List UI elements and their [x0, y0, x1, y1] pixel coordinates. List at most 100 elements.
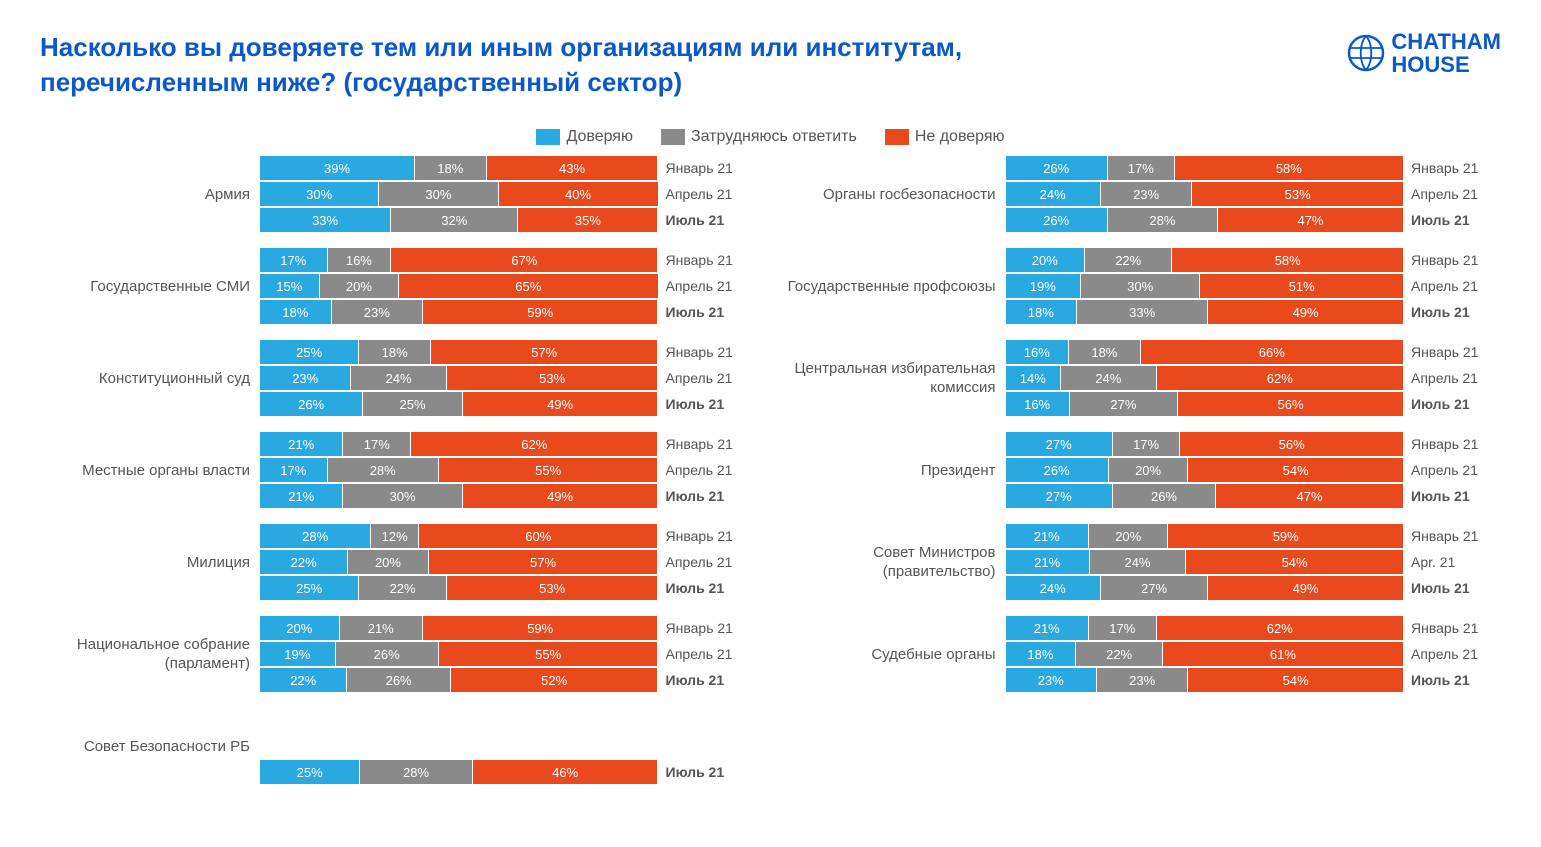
- bar-segment-unsure: 17%: [343, 432, 411, 456]
- bar-row: 24%23%53%Апрель 21: [1006, 182, 1502, 206]
- bars-block: 21%17%62%Январь 2118%22%61%Апрель 2123%2…: [1006, 616, 1502, 694]
- legend-unsure-label: Затрудняюсь ответить: [691, 128, 857, 146]
- period-label: Июль 21: [1403, 212, 1501, 228]
- bar-row: 39%18%43%Январь 21: [260, 156, 756, 180]
- group-label: Конституционный суд: [40, 370, 260, 389]
- bar-segment-distrust: 59%: [423, 300, 658, 324]
- bars-block: 26%17%58%Январь 2124%23%53%Апрель 2126%2…: [1006, 156, 1502, 234]
- bar-segment-distrust: 52%: [451, 668, 658, 692]
- bar-stack: [260, 708, 658, 732]
- globe-icon: [1347, 34, 1385, 72]
- bar-segment-unsure: 24%: [351, 366, 446, 390]
- bar-segment-trust: 17%: [260, 248, 328, 272]
- bar-stack: 16%18%66%: [1006, 340, 1404, 364]
- period-label: Январь 21: [1403, 252, 1501, 268]
- period-label: Апрель 21: [658, 278, 756, 294]
- bar-segment-unsure: 26%: [347, 668, 450, 692]
- bar-row: 26%17%58%Январь 21: [1006, 156, 1502, 180]
- period-label: Январь 21: [658, 344, 756, 360]
- bar-segment-trust: 19%: [1006, 274, 1082, 298]
- chatham-house-logo: CHATHAM HOUSE: [1347, 30, 1501, 76]
- bar-stack: 27%26%47%: [1006, 484, 1404, 508]
- bar-row: 21%17%62%Январь 21: [260, 432, 756, 456]
- bar-segment-distrust: 67%: [391, 248, 657, 272]
- bar-stack: 17%28%55%: [260, 458, 658, 482]
- bar-segment-distrust: 57%: [431, 340, 658, 364]
- bar-segment-trust: 24%: [1006, 182, 1101, 206]
- bar-row: 23%23%54%Июль 21: [1006, 668, 1502, 692]
- chart-columns: Армия39%18%43%Январь 2130%30%40%Апрель 2…: [40, 156, 1501, 800]
- bar-segment-unsure: 26%: [1113, 484, 1216, 508]
- bar-row: 23%24%53%Апрель 21: [260, 366, 756, 390]
- legend-unsure: Затрудняюсь ответить: [661, 128, 857, 146]
- bar-stack: 39%18%43%: [260, 156, 658, 180]
- bar-segment-distrust: 49%: [463, 484, 658, 508]
- swatch-distrust: [885, 129, 909, 145]
- bar-row: 21%24%54%Apr. 21: [1006, 550, 1502, 574]
- bar-stack: 25%28%46%: [260, 760, 658, 784]
- bar-segment-distrust: 46%: [473, 760, 658, 784]
- period-label: Июль 21: [1403, 672, 1501, 688]
- period-label: Январь 21: [1403, 344, 1501, 360]
- bar-row: 20%21%59%Январь 21: [260, 616, 756, 640]
- chart-group: Совет Безопасности РБ25%28%46%Июль 21: [40, 708, 756, 786]
- bar-stack: 21%20%59%: [1006, 524, 1404, 548]
- bar-stack: 16%27%56%: [1006, 392, 1404, 416]
- legend: Доверяю Затрудняюсь ответить Не доверяю: [40, 128, 1501, 146]
- bar-stack: 23%24%53%: [260, 366, 658, 390]
- bar-segment-unsure: 30%: [1081, 274, 1200, 298]
- chart-group: Президент27%17%56%Январь 2126%20%54%Апре…: [786, 432, 1502, 510]
- bar-segment-trust: 14%: [1006, 366, 1062, 390]
- bar-row: 20%22%58%Январь 21: [1006, 248, 1502, 272]
- bars-block: 25%28%46%Июль 21: [260, 708, 756, 786]
- bar-segment-distrust: 56%: [1178, 392, 1403, 416]
- bar-segment-trust: 24%: [1006, 576, 1101, 600]
- bars-block: 21%17%62%Январь 2117%28%55%Апрель 2121%3…: [260, 432, 756, 510]
- bar-row: [260, 734, 756, 758]
- group-label: Центральная избирательная комиссия: [786, 360, 1006, 398]
- bar-stack: 18%22%61%: [1006, 642, 1404, 666]
- bar-segment-distrust: 53%: [447, 366, 658, 390]
- bar-segment-distrust: 47%: [1218, 208, 1403, 232]
- chart-group: Государственные профсоюзы20%22%58%Январь…: [786, 248, 1502, 326]
- bar-row: 26%20%54%Апрель 21: [1006, 458, 1502, 482]
- period-label: Июль 21: [1403, 488, 1501, 504]
- bar-segment-trust: 18%: [1006, 642, 1077, 666]
- bar-row: 28%12%60%Январь 21: [260, 524, 756, 548]
- bar-stack: 17%16%67%: [260, 248, 658, 272]
- group-label: Совет Безопасности РБ: [40, 738, 260, 757]
- bar-row: [260, 708, 756, 732]
- bar-segment-trust: 26%: [1006, 156, 1108, 180]
- bar-segment-unsure: 30%: [343, 484, 462, 508]
- bar-segment-distrust: 54%: [1186, 550, 1403, 574]
- group-label: Государственные профсоюзы: [786, 278, 1006, 297]
- swatch-trust: [536, 129, 560, 145]
- bar-stack: 21%17%62%: [260, 432, 658, 456]
- bar-segment-distrust: 54%: [1188, 458, 1403, 482]
- bar-segment-trust: 27%: [1006, 484, 1113, 508]
- chart-group: Милиция28%12%60%Январь 2122%20%57%Апрель…: [40, 524, 756, 602]
- bar-stack: 28%12%60%: [260, 524, 658, 548]
- bar-row: 33%32%35%Июль 21: [260, 208, 756, 232]
- bar-segment-unsure: 30%: [379, 182, 498, 206]
- bar-segment-distrust: 58%: [1172, 248, 1403, 272]
- bar-segment-distrust: 61%: [1163, 642, 1403, 666]
- bar-segment-distrust: 65%: [399, 274, 657, 298]
- bar-segment-unsure: 16%: [328, 248, 392, 272]
- bar-row: 18%22%61%Апрель 21: [1006, 642, 1502, 666]
- bar-segment-trust: 22%: [260, 668, 347, 692]
- bar-stack: 22%20%57%: [260, 550, 658, 574]
- bar-segment-trust: 30%: [260, 182, 379, 206]
- bar-stack: 26%20%54%: [1006, 458, 1404, 482]
- bar-row: 24%27%49%Июль 21: [1006, 576, 1502, 600]
- period-label: Апрель 21: [1403, 646, 1501, 662]
- bar-segment-distrust: 57%: [429, 550, 658, 574]
- bar-segment-unsure: 17%: [1113, 432, 1181, 456]
- chart-group: Армия39%18%43%Январь 2130%30%40%Апрель 2…: [40, 156, 756, 234]
- bar-segment-distrust: 49%: [1208, 300, 1403, 324]
- bar-segment-trust: 21%: [1006, 524, 1089, 548]
- period-label: Январь 21: [1403, 620, 1501, 636]
- group-label: Президент: [786, 462, 1006, 481]
- period-label: Январь 21: [658, 252, 756, 268]
- bar-segment-trust: 25%: [260, 340, 359, 364]
